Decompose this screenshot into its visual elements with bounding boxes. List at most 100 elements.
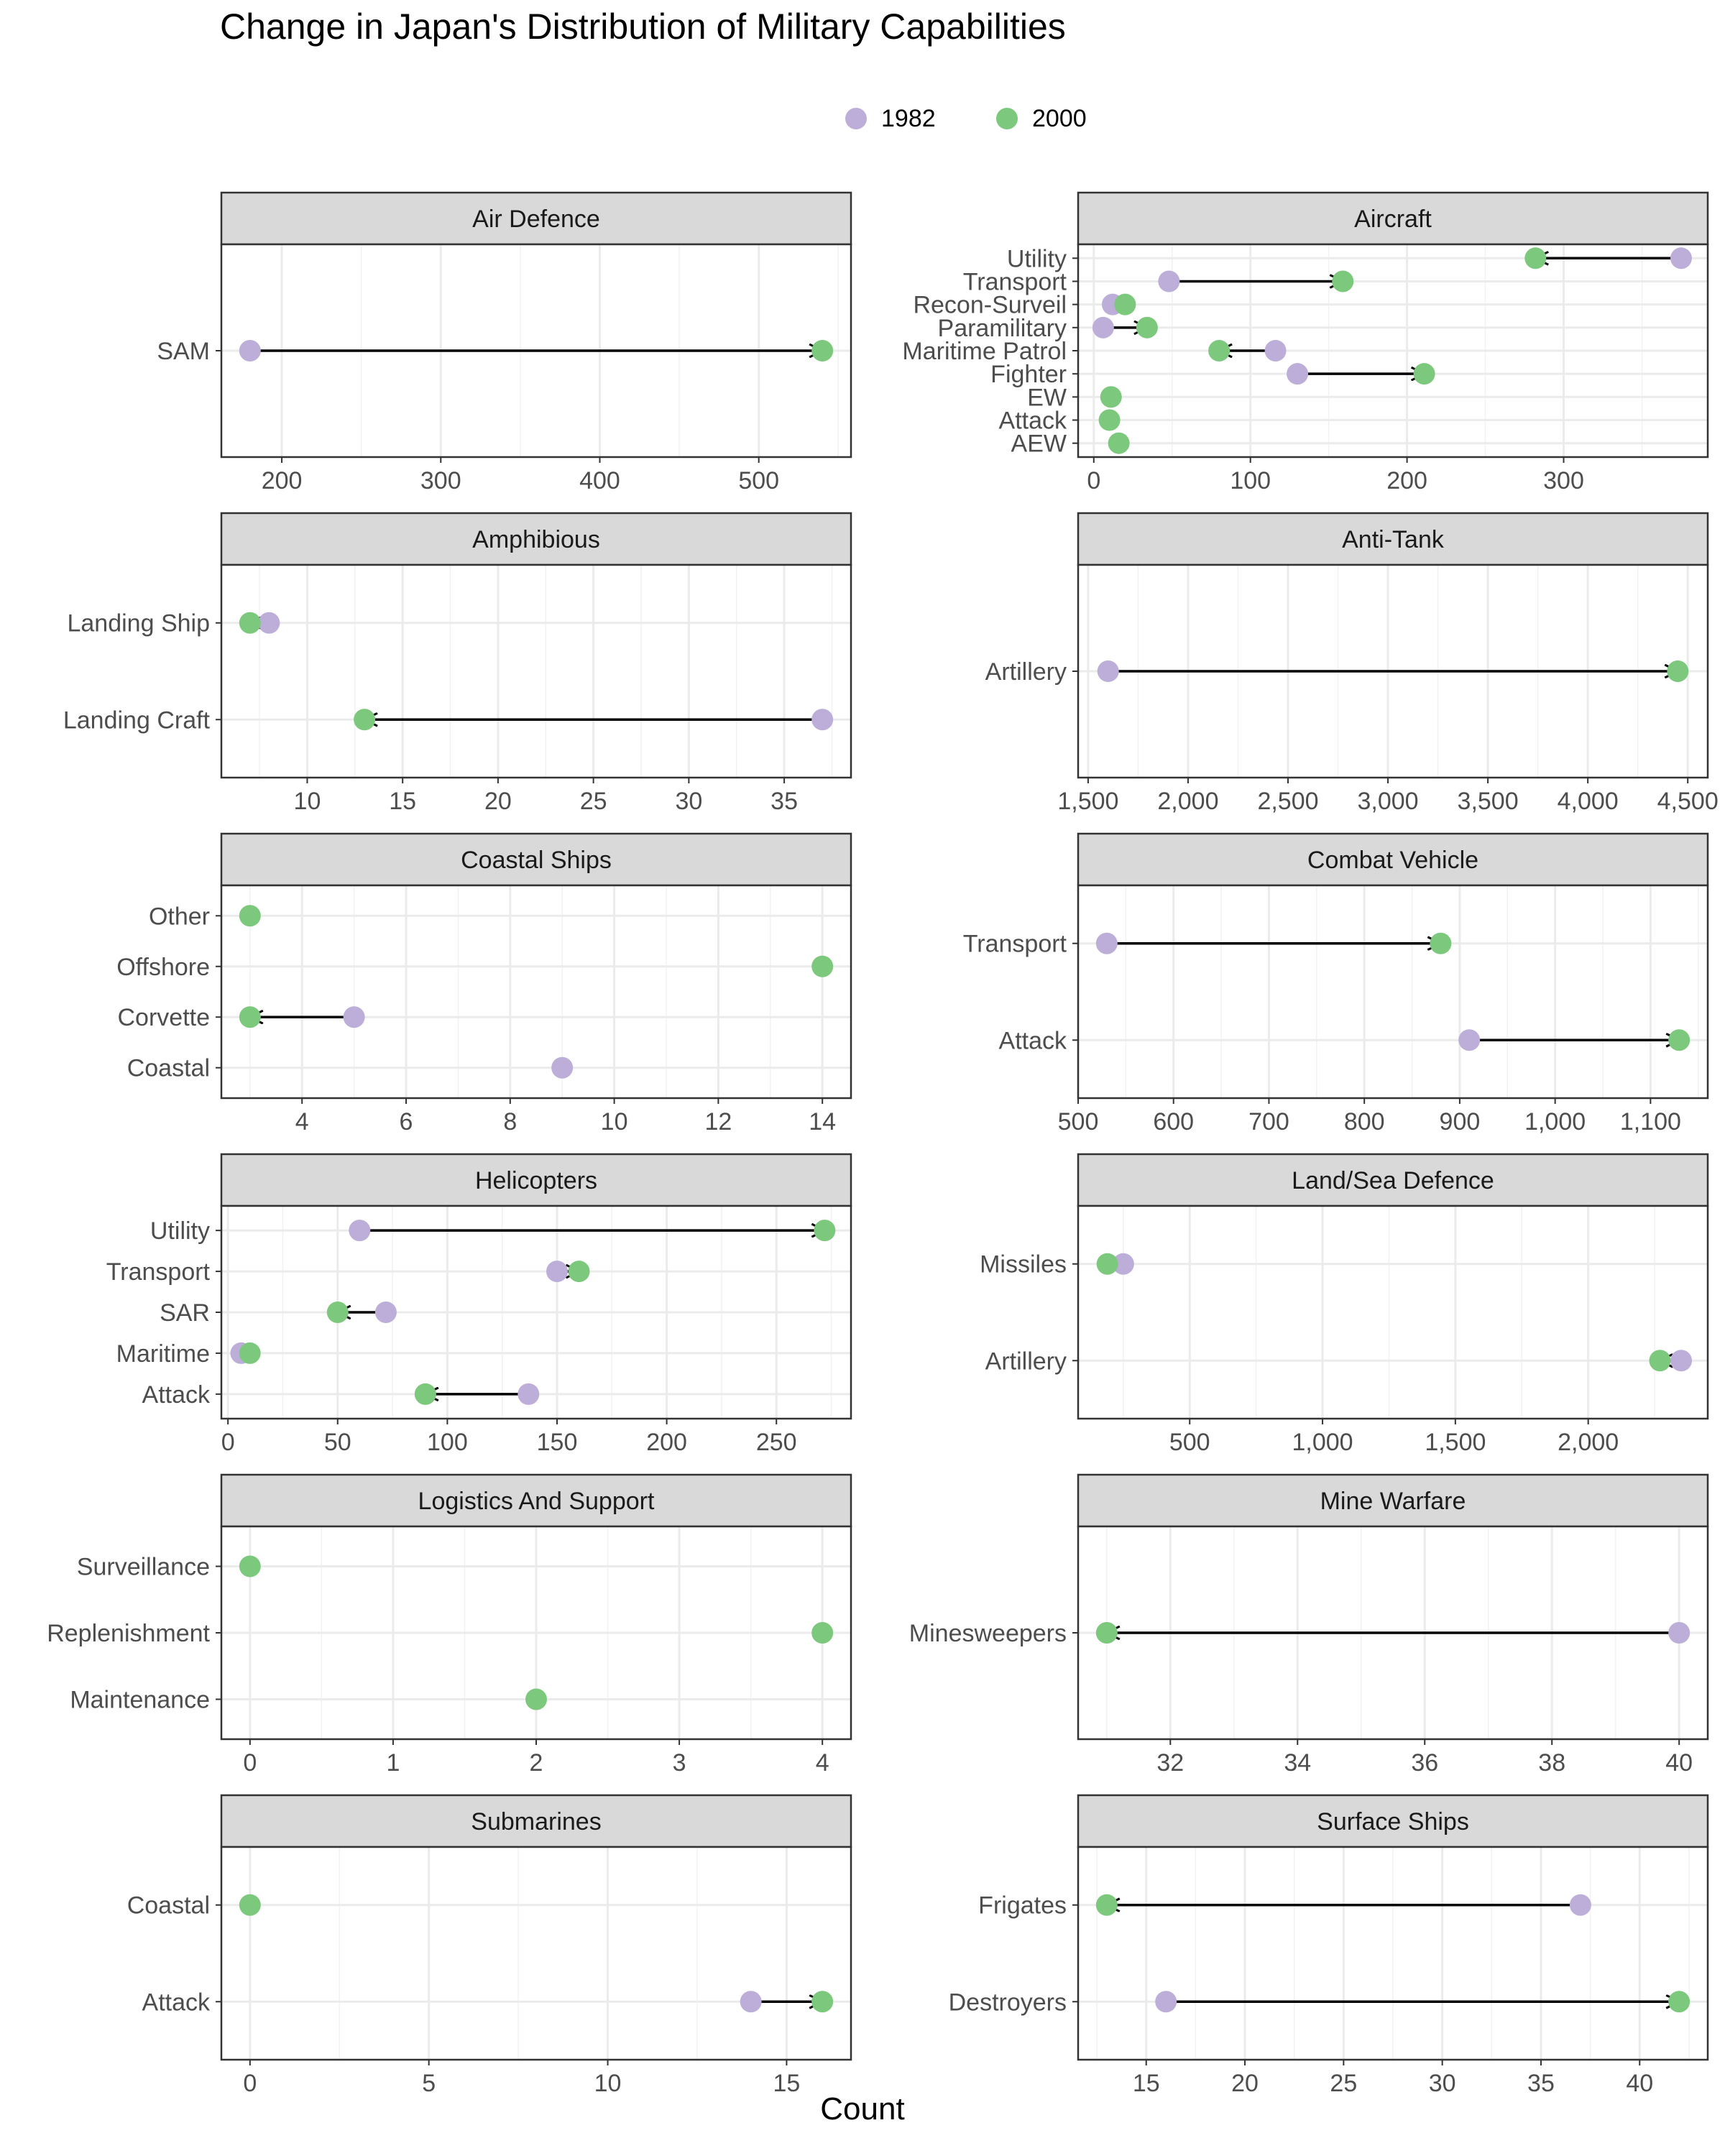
x-tick-label: 4,500 — [1657, 788, 1719, 815]
panel-border — [1077, 243, 1709, 459]
panel-aircraft: Aircraft 0 100 200 300 UtilityTransportRecon-… — [902, 191, 1709, 494]
panel-border — [220, 243, 852, 459]
x-tick-label: 200 — [1386, 467, 1427, 494]
x-tick-label: 1,500 — [1057, 788, 1118, 815]
panel-anti-tank: Anti-Tank 1,500 2,000 2,500 3,000 3,500 4,000 4… — [985, 512, 1719, 815]
panel-strip — [220, 1473, 852, 1528]
y-tick-label: Destroyers — [949, 1989, 1067, 2016]
point-1982-frigates — [1569, 1894, 1591, 1916]
panel-background — [221, 565, 851, 778]
panel-border — [1077, 884, 1709, 1100]
x-tick-label: 10 — [294, 788, 321, 815]
x-tick-label: 3 — [673, 1749, 686, 1777]
panel-border — [220, 1846, 852, 2061]
point-1982-maritime-patrol — [1264, 340, 1287, 361]
y-tick-label: Utility — [1007, 245, 1067, 272]
panel-title: Mine Warfare — [1320, 1488, 1466, 1515]
y-tick-label: Surveillance — [77, 1554, 210, 1581]
panel-title: Coastal Ships — [461, 847, 612, 874]
point-1982-sam — [239, 340, 261, 361]
x-tick-label: 30 — [1429, 2070, 1456, 2097]
point-1982-sar — [374, 1302, 397, 1323]
x-tick-label: 250 — [756, 1429, 797, 1456]
point-2000-aew — [1108, 432, 1130, 454]
x-tick-label: 35 — [770, 788, 798, 815]
panel-title: Surface Ships — [1317, 1808, 1469, 1835]
point-2000-replenishment — [811, 1622, 834, 1644]
legend: 1982 2000 — [0, 101, 1725, 137]
panel-border — [1077, 1204, 1709, 1420]
y-tick-label: Transport — [106, 1258, 211, 1286]
point-2000-fighter — [1413, 363, 1435, 385]
panel-submarines: Submarines 0 5 10 15 Coastal Attack — [127, 1794, 852, 2097]
x-tick-label: 2,000 — [1157, 788, 1218, 815]
point-2000-attack — [414, 1383, 436, 1405]
panel-title: Anti-Tank — [1342, 526, 1445, 553]
x-tick-label: 800 — [1344, 1108, 1385, 1135]
x-tick-label: 1,100 — [1620, 1108, 1681, 1135]
point-1982-minesweepers — [1668, 1622, 1690, 1644]
x-tick-label: 0 — [243, 1749, 257, 1777]
point-1982-transport — [546, 1261, 568, 1283]
point-1982-paramilitary — [1092, 316, 1114, 338]
x-tick-label: 30 — [675, 788, 702, 815]
panel-mine-warfare: Mine Warfare 32 34 36 38 40 Minesweepers — [909, 1473, 1709, 1777]
y-tick-label: AEW — [1011, 430, 1067, 458]
y-tick-label: Coastal — [127, 1055, 210, 1082]
y-tick-label: Fighter — [990, 361, 1067, 388]
x-tick-label: 2 — [530, 1749, 543, 1777]
point-1982-attack — [1458, 1029, 1481, 1051]
x-tick-label: 15 — [1133, 2070, 1160, 2097]
point-1982-landing-ship — [258, 612, 280, 634]
panel-strip — [1077, 191, 1709, 246]
y-tick-label: Attack — [999, 407, 1067, 435]
point-2000-offshore — [811, 955, 834, 977]
point-2000-maritime-patrol — [1208, 340, 1230, 361]
point-2000-corvette — [239, 1006, 261, 1028]
panel-helicopters: Helicopters 0 50 100 150 200 250 Utility Transpo… — [106, 1153, 852, 1456]
point-2000-landing-ship — [239, 612, 261, 634]
panel-land-sea-defence: Land/Sea Defence 500 1,000 1,500 2,000 Missil… — [980, 1153, 1709, 1456]
y-tick-label: SAR — [160, 1299, 210, 1327]
x-tick-label: 6 — [400, 1108, 413, 1135]
point-2000-maritime — [239, 1342, 261, 1364]
point-2000-artillery — [1667, 660, 1689, 682]
y-tick-label: Offshore — [116, 954, 210, 981]
panel-strip — [1077, 832, 1709, 887]
legend-label-1982: 1982 — [881, 104, 936, 132]
point-2000-paramilitary — [1136, 316, 1158, 338]
panel-border — [220, 1204, 852, 1420]
x-tick-label: 700 — [1248, 1108, 1289, 1135]
x-tick-label: 50 — [324, 1429, 351, 1456]
x-tick-label: 3,500 — [1458, 788, 1519, 815]
panel-border — [220, 563, 852, 779]
point-2000-minesweepers — [1095, 1622, 1118, 1644]
y-tick-label: Minesweepers — [909, 1620, 1067, 1647]
x-tick-label: 34 — [1284, 1749, 1311, 1777]
point-2000-transport — [1332, 270, 1354, 292]
legend-item-1982: 1982 — [845, 101, 936, 137]
x-tick-label: 10 — [594, 2070, 622, 2097]
x-tick-label: 1 — [386, 1749, 400, 1777]
y-tick-label: Maintenance — [70, 1687, 210, 1714]
x-tick-label: 3,000 — [1358, 788, 1419, 815]
point-2000-recon-surveil — [1114, 293, 1136, 315]
x-tick-label: 36 — [1411, 1749, 1438, 1777]
y-tick-label: Recon-Surveil — [913, 292, 1067, 319]
point-2000-artillery — [1649, 1350, 1671, 1372]
panel-title: Logistics And Support — [418, 1488, 655, 1515]
x-tick-label: 0 — [1087, 467, 1100, 494]
point-2000-surveillance — [239, 1555, 261, 1577]
y-tick-label: Artillery — [985, 1348, 1067, 1375]
x-tick-label: 12 — [704, 1108, 732, 1135]
x-tick-label: 38 — [1538, 1749, 1565, 1777]
x-tick-label: 1,000 — [1524, 1108, 1586, 1135]
panel-strip — [220, 1153, 852, 1207]
point-2000-landing-craft — [354, 709, 376, 731]
x-tick-label: 5 — [422, 2070, 436, 2097]
panel-title: Land/Sea Defence — [1292, 1167, 1494, 1194]
panel-border — [220, 1525, 852, 1741]
x-tick-label: 15 — [389, 788, 416, 815]
chart-title: Change in Japan's Distribution of Milita… — [220, 6, 1066, 47]
point-1982-artillery — [1097, 660, 1119, 682]
